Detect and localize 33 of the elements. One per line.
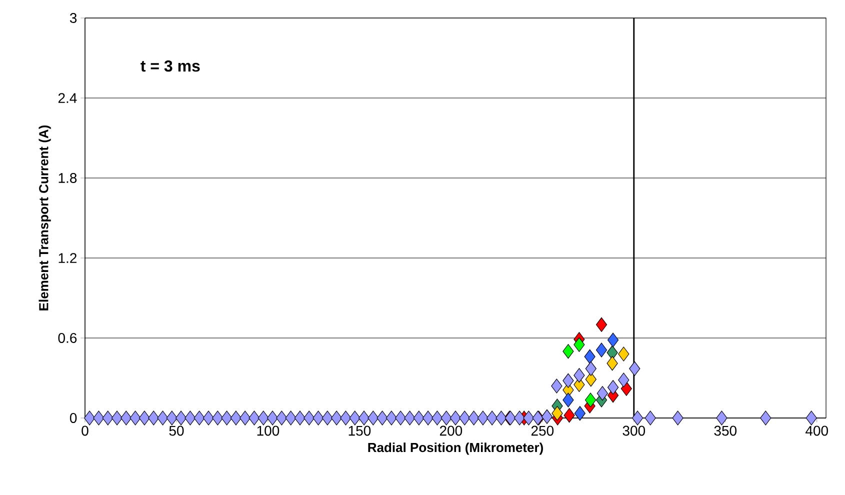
x-tick-label: 400 [806,426,828,436]
y-tick-label: 2.4 [58,93,77,103]
x-tick-label: 100 [257,426,280,436]
point [574,337,585,352]
point [606,356,618,371]
point [562,344,574,359]
point [596,342,608,358]
x-tick-label: 150 [348,426,371,436]
x-tick-label: 50 [169,426,184,436]
x-tick-label: 300 [622,426,646,436]
point [584,392,596,408]
y-tick-label: 3 [70,13,77,23]
y-tick-label: 1.2 [58,253,77,263]
y-tick-label: 1.8 [58,173,77,183]
point [585,372,596,387]
point [584,349,596,364]
x-tick-label: 0 [82,426,88,436]
point [606,345,618,360]
point [618,346,630,362]
x-axis-title: Radial Position (Mikrometer) [368,442,543,455]
y-tick-label: 0 [70,413,77,423]
x-tick-label: 250 [531,426,554,436]
point [562,392,574,408]
point [564,408,575,423]
point [574,406,586,421]
point [607,332,619,348]
y-tick-label: 0.6 [58,333,77,343]
y-axis-title: Element Transport Current (A) [38,125,51,310]
x-tick-label: 200 [440,426,462,436]
x-tick-label: 350 [714,426,737,436]
point [596,317,608,332]
annotation: t = 3 ms [140,60,200,72]
point [552,406,563,421]
